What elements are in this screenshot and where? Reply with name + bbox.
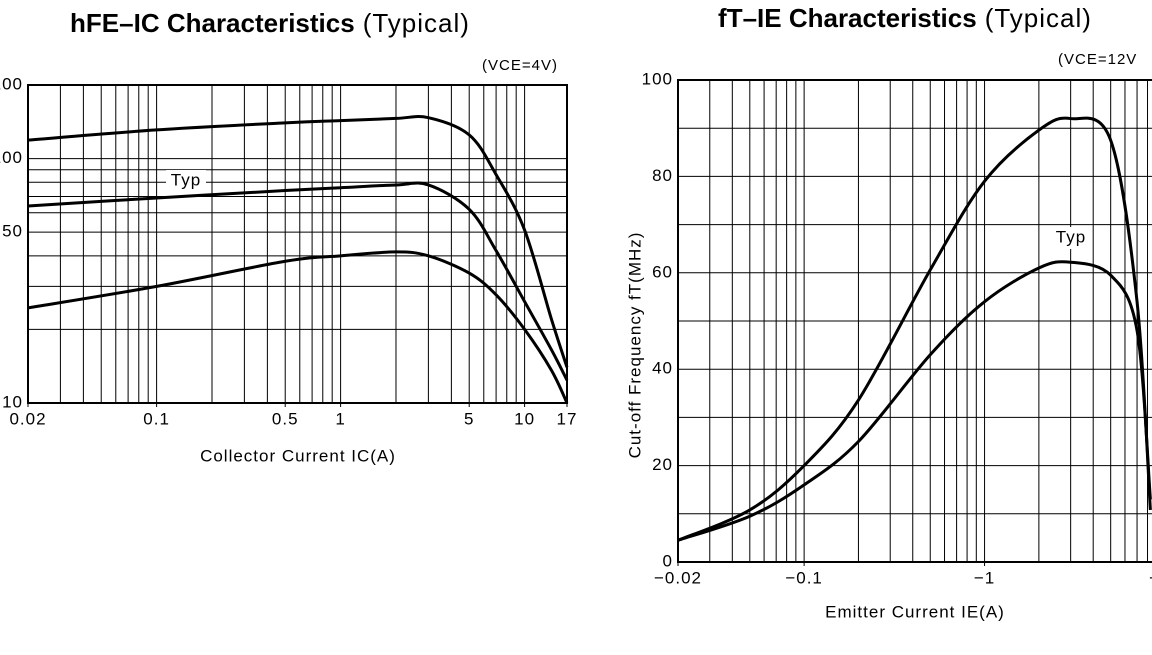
annotation: Typ [171,170,201,189]
y-tick-label: 10 [2,392,23,411]
x-tick-label: 0.5 [272,409,299,428]
x-tick-label: 1 [335,409,345,428]
x-tick-label: 0.1 [143,409,170,428]
condition: (VCE=4V) [482,57,558,74]
y-tick-label: 80 [652,166,673,185]
y-tick-label: 50 [2,222,23,241]
y-tick-label: 100 [642,69,673,88]
curve [27,250,569,404]
title: hFE–IC Characteristics [70,8,355,38]
x-tick-label: 5 [464,409,474,428]
curve [677,116,1152,542]
x-tick-label: 17 [557,409,578,428]
chart-1: hFE–IC Characteristics (Typical) (VCE=4V)… [0,8,578,466]
x-axis-title: Emitter Current IE(A) [825,602,1005,621]
condition: (VCE=12V [1058,51,1137,68]
subtitle: (Typical) [363,8,470,38]
y-tick-label: 60 [652,262,673,281]
subtitle: (Typical) [985,3,1092,33]
curve [677,260,1152,542]
y-tick-label: 20 [652,455,673,474]
y-axis-title: Cut-off Frequency fT(MHz) [625,232,644,459]
curve [27,115,569,368]
y-tick-label: 200 [0,74,23,93]
chart-2: fT–IE Characteristics (Typical) (VCE=12V … [625,3,1152,621]
chart-title: hFE–IC Characteristics (Typical) [70,8,470,38]
plot-frame [677,79,1152,563]
x-tick-label: 10 [514,409,535,428]
x-tick-label: 0.02 [9,409,46,428]
annotation-bg [166,170,206,192]
annotation-bg [1051,227,1091,249]
plot-frame [27,84,568,404]
y-tick-label: 40 [652,359,673,378]
x-tick-label: −10 [1149,568,1152,587]
x-tick-label: −0.02 [654,568,702,587]
x-tick-label: −0.1 [785,568,823,587]
y-tick-label: 0 [663,551,673,570]
title: fT–IE Characteristics [718,3,977,33]
curve [27,181,569,381]
y-tick-label: 100 [0,148,23,167]
x-tick-label: −1 [974,568,995,587]
x-axis-title: Collector Current IC(A) [200,446,396,465]
annotation: Typ [1056,227,1086,246]
chart-title: fT–IE Characteristics (Typical) [718,3,1092,33]
